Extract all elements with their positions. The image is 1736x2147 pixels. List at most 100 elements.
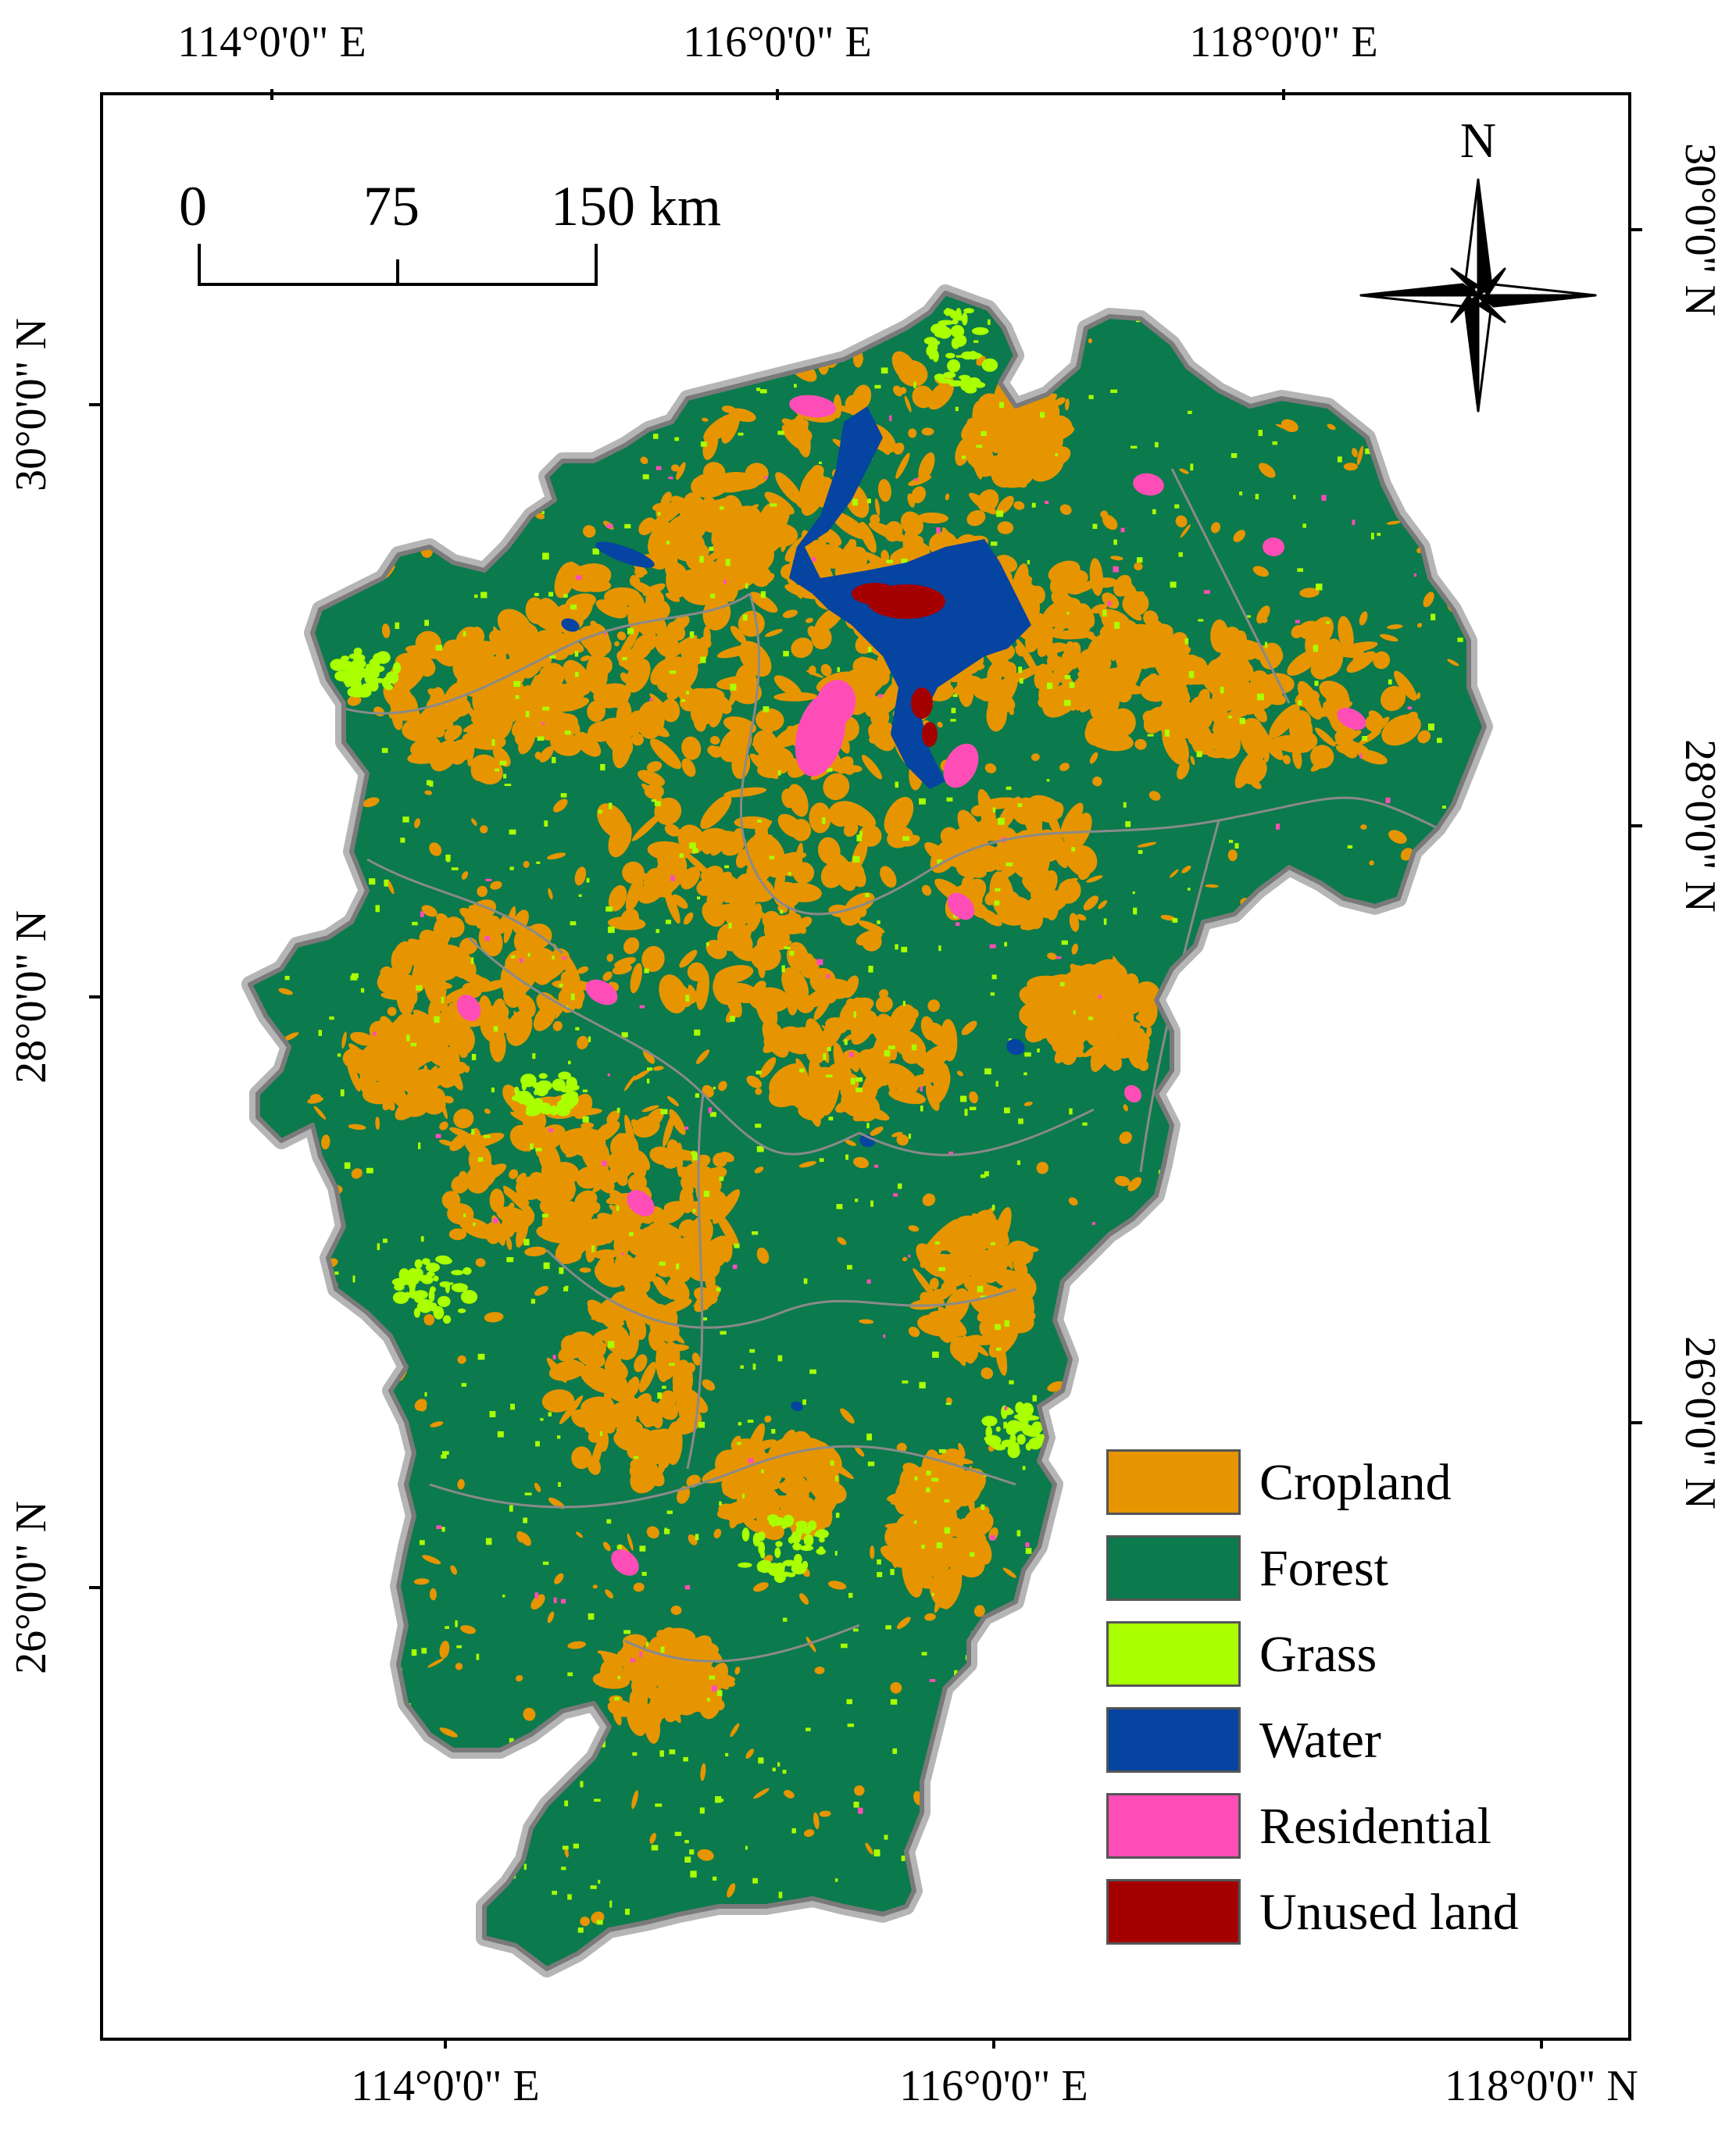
land-cover-patch — [1234, 750, 1259, 788]
land-cover-pixel — [424, 1391, 427, 1397]
land-cover-pixel — [1035, 1569, 1040, 1574]
land-cover-pixel — [453, 1763, 458, 1767]
land-cover-patch — [625, 875, 644, 912]
land-cover-patch — [305, 485, 315, 492]
land-cover-pixel — [995, 888, 1001, 891]
land-cover-pixel — [931, 1887, 934, 1894]
land-cover-patch — [438, 1295, 451, 1307]
land-cover-pixel — [641, 1545, 645, 1550]
right-latitude-label: 26°0'0" N — [1676, 1336, 1724, 1509]
land-cover-pixel — [1113, 539, 1117, 545]
land-cover-pixel — [1441, 919, 1448, 925]
land-cover-patch — [805, 540, 830, 563]
land-cover-pixel — [536, 861, 541, 864]
land-cover-patch — [1039, 1752, 1052, 1770]
land-cover-pixel — [1313, 645, 1318, 652]
land-cover-patch — [1171, 1516, 1181, 1531]
land-cover-patch — [424, 1302, 434, 1307]
land-cover-pixel — [499, 760, 507, 766]
land-cover-pixel — [309, 761, 316, 766]
land-cover-patch — [1310, 745, 1334, 769]
land-cover-pixel — [305, 1556, 311, 1561]
land-cover-patch — [859, 656, 877, 667]
land-cover-patch — [324, 1197, 330, 1203]
land-cover-patch — [1240, 720, 1270, 760]
land-cover-pixel — [1125, 821, 1131, 827]
land-cover-patch — [1423, 499, 1433, 509]
land-cover-patch — [1370, 716, 1390, 734]
land-cover-pixel — [938, 945, 941, 952]
land-cover-patch — [1330, 717, 1348, 736]
land-cover-pixel — [865, 893, 870, 898]
land-cover-pixel — [642, 474, 649, 480]
land-cover-pixel — [1258, 430, 1263, 437]
land-cover-pixel — [561, 1599, 566, 1604]
land-cover-pixel — [540, 1418, 544, 1421]
land-cover-patches — [277, 305, 1475, 1942]
land-cover-pixel — [541, 722, 545, 725]
land-cover-pixel — [1092, 523, 1098, 529]
land-cover-pixel — [728, 923, 732, 929]
land-cover-patch — [310, 1329, 330, 1338]
land-cover-patch — [749, 753, 779, 780]
land-cover-patch — [451, 1283, 469, 1292]
land-cover-pixel — [719, 1177, 724, 1181]
land-cover-pixel — [1006, 862, 1013, 866]
land-cover-pixel — [1069, 682, 1075, 688]
land-cover-pixel — [748, 1458, 754, 1463]
land-cover-patch — [721, 409, 741, 444]
land-cover-pixel — [295, 659, 302, 665]
land-cover-pixel — [492, 1800, 495, 1805]
land-cover-pixel — [530, 332, 536, 338]
land-cover-pixel — [866, 1279, 871, 1284]
land-cover-pixel — [822, 817, 826, 824]
legend-item-unused-land: Unused land — [1106, 1879, 1575, 1946]
land-cover-patch — [607, 916, 646, 931]
land-cover-patch — [327, 805, 332, 823]
land-cover-pixel — [668, 477, 673, 480]
land-cover-pixel — [560, 793, 567, 798]
land-cover-pixel — [1271, 1131, 1274, 1134]
land-cover-patch — [544, 1081, 549, 1094]
land-cover-pixel — [883, 1334, 886, 1338]
legend-swatch — [1106, 1535, 1241, 1601]
land-cover-pixel — [1088, 1323, 1094, 1327]
land-cover-pixel — [782, 1617, 788, 1622]
land-cover-pixel — [914, 1476, 918, 1481]
land-cover-pixel — [1113, 566, 1119, 573]
land-cover-pixel — [632, 1752, 638, 1756]
land-cover-pixel — [1084, 1702, 1088, 1709]
land-cover-pixel — [689, 1849, 695, 1855]
land-cover-pixel — [995, 1842, 1000, 1849]
land-cover-pixel — [973, 340, 979, 343]
land-cover-pixel — [543, 1262, 550, 1270]
land-cover-pixel — [1092, 1856, 1096, 1863]
land-cover-pixel — [548, 1412, 552, 1416]
land-cover-patch — [1217, 359, 1231, 373]
land-cover-pixel — [803, 1278, 808, 1284]
land-cover-patch — [664, 888, 680, 924]
land-cover-pixel — [698, 1421, 705, 1428]
land-cover-patch — [511, 1095, 526, 1102]
land-cover-patch — [858, 920, 885, 934]
land-cover-patch — [968, 351, 977, 360]
land-cover-pixel — [818, 461, 822, 464]
land-cover-pixel — [1184, 1289, 1189, 1295]
land-cover-pixel — [835, 1513, 840, 1518]
land-cover-patch — [1399, 711, 1418, 733]
land-cover-pixel — [1316, 583, 1323, 591]
land-cover-patch — [1116, 656, 1142, 677]
land-cover-patch — [755, 989, 778, 1028]
land-cover-pixel — [325, 1872, 329, 1877]
land-cover-pixel — [372, 1031, 377, 1036]
land-cover-pixel — [848, 1592, 853, 1599]
land-cover-patch — [1020, 593, 1034, 607]
land-cover-pixel — [441, 1527, 445, 1532]
legend-swatch — [1106, 1621, 1241, 1687]
land-cover-pixel — [902, 836, 910, 841]
land-cover-pixel — [1022, 1466, 1026, 1470]
land-cover-pixel — [1204, 590, 1210, 594]
land-cover-patch — [309, 1758, 320, 1768]
land-cover-pixel — [423, 1815, 429, 1820]
land-cover-patch — [1002, 665, 1042, 686]
